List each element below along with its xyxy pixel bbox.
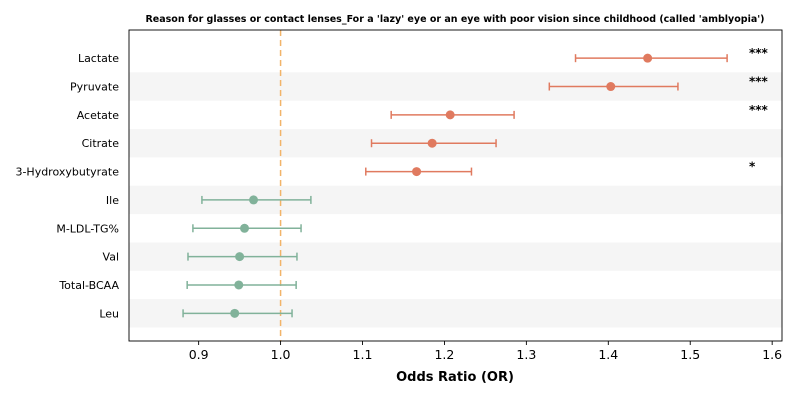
y-tick-label: Ile xyxy=(106,194,119,207)
x-tick-label: 1.3 xyxy=(516,347,536,362)
x-tick-label: 0.9 xyxy=(189,347,209,362)
significance-label: *** xyxy=(749,46,769,60)
significance-label: *** xyxy=(749,103,769,117)
y-tick-label: Pyruvate xyxy=(70,81,119,94)
chart-title: Reason for glasses or contact lenses_For… xyxy=(145,14,764,25)
row-val: Val xyxy=(103,251,298,264)
y-tick-label: M-LDL-TG% xyxy=(56,222,119,235)
row-citrate: Citrate xyxy=(82,137,497,150)
plot-frame xyxy=(128,29,783,342)
row-acetate: Acetate *** xyxy=(77,103,769,122)
or-point xyxy=(235,252,245,262)
or-point xyxy=(643,53,653,63)
x-tick-label: 1.0 xyxy=(271,347,291,362)
row-lactate: Lactate *** xyxy=(78,46,769,65)
or-point xyxy=(230,308,240,318)
axes: 0.9 1.0 1.1 1.2 1.3 1.4 1.5 1.6 xyxy=(128,29,783,362)
y-tick-label: Total-BCAA xyxy=(58,279,119,292)
significance-label: *** xyxy=(749,75,769,89)
x-axis-label: Odds Ratio (OR) xyxy=(396,370,514,385)
row-ile: Ile xyxy=(106,194,312,207)
row-leu: Leu xyxy=(99,307,293,320)
y-tick-label: Citrate xyxy=(82,137,120,150)
x-tick-label: 1.4 xyxy=(598,347,618,362)
y-tick-label: Lactate xyxy=(78,52,119,65)
y-tick-label: Val xyxy=(103,251,119,264)
or-point xyxy=(234,280,244,290)
or-point xyxy=(240,223,250,233)
x-tick-label: 1.6 xyxy=(762,347,782,362)
x-tick-label: 1.2 xyxy=(434,347,454,362)
data-rows: Lactate *** Pyruvate *** Acetate *** Citrate 3-… xyxy=(15,46,768,320)
significance-label: * xyxy=(749,160,756,174)
or-point xyxy=(249,195,259,205)
x-tick-label: 1.1 xyxy=(353,347,373,362)
row-pyruvate: Pyruvate *** xyxy=(70,75,769,94)
row-stripe xyxy=(129,72,782,101)
or-point xyxy=(412,167,422,177)
row-3-hydroxybutyrate: 3-Hydroxybutyrate * xyxy=(15,160,756,179)
y-tick-label: Acetate xyxy=(77,109,120,122)
row-total-bcaa: Total-BCAA xyxy=(58,279,297,292)
x-tick-label: 1.5 xyxy=(680,347,700,362)
y-tick-label: Leu xyxy=(99,307,119,320)
or-point xyxy=(445,110,455,120)
or-point xyxy=(606,82,616,92)
y-tick-label: 3-Hydroxybutyrate xyxy=(15,166,119,179)
row-m-ldl-tg-: M-LDL-TG% xyxy=(56,222,302,235)
or-point xyxy=(427,138,437,148)
